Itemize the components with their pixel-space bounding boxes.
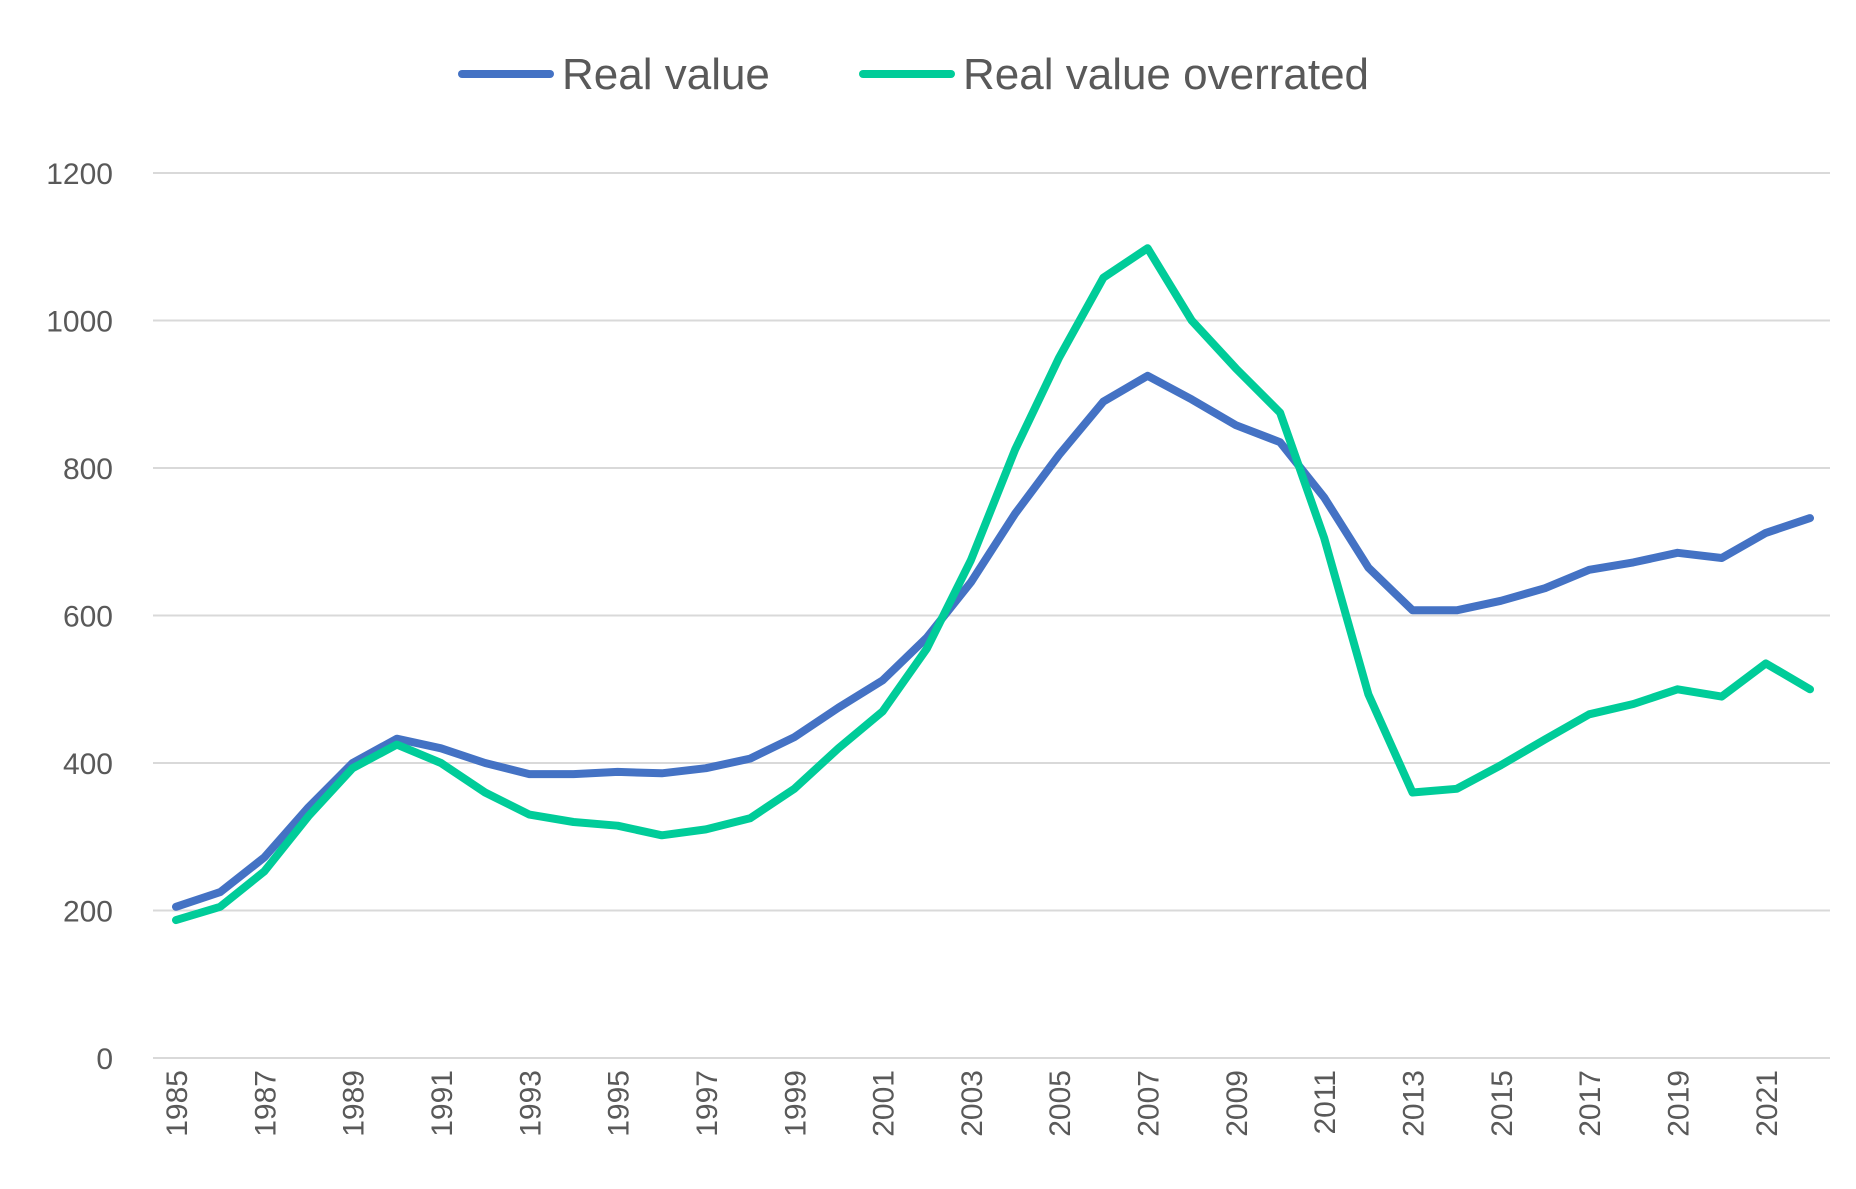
x-tick-label: 2017: [1574, 1070, 1607, 1137]
x-tick-label: 2003: [956, 1070, 989, 1137]
x-axis: 1985 1987 1989 1991 1993 1995 1997 1999 2001 2003…: [161, 1070, 1784, 1137]
x-tick-label: 2021: [1751, 1070, 1784, 1137]
plot-area: [172, 244, 1814, 925]
series-line-real-value-overrated: [172, 244, 1814, 925]
y-tick-label: 800: [63, 453, 113, 486]
x-tick-label: 1999: [779, 1070, 812, 1137]
y-tick-label: 600: [63, 601, 113, 634]
y-tick-label: 400: [63, 748, 113, 781]
gridlines: [153, 172, 1830, 1059]
x-tick-label: 2009: [1221, 1070, 1254, 1137]
x-tick-label: 1985: [161, 1070, 194, 1137]
y-tick-label: 200: [63, 896, 113, 929]
x-tick-label: 1997: [691, 1070, 724, 1137]
x-tick-label: 2011: [1309, 1070, 1342, 1135]
legend-label-real-value: Real value: [562, 50, 770, 99]
legend-label-real-value-overrated: Real value overrated: [963, 50, 1369, 99]
x-tick-label: 1989: [338, 1070, 371, 1137]
x-tick-label: 1987: [249, 1070, 282, 1137]
y-tick-label: 0: [96, 1043, 113, 1076]
x-tick-label: 2007: [1133, 1070, 1166, 1137]
series-line-real-value: [172, 371, 1814, 911]
x-tick-label: 2001: [868, 1070, 901, 1137]
legend: Real value Real value overrated: [458, 50, 1369, 99]
x-tick-label: 1993: [514, 1070, 547, 1137]
y-axis: 0 200 400 600 800 1000 1200: [46, 158, 113, 1076]
x-tick-label: 2015: [1486, 1070, 1519, 1137]
x-tick-label: 1995: [603, 1070, 636, 1137]
y-tick-label: 1200: [46, 158, 113, 191]
x-tick-label: 1991: [426, 1070, 459, 1137]
x-tick-label: 2013: [1398, 1070, 1431, 1137]
x-tick-label: 2005: [1044, 1070, 1077, 1137]
x-tick-label: 2019: [1663, 1070, 1696, 1137]
y-tick-label: 1000: [46, 306, 113, 339]
